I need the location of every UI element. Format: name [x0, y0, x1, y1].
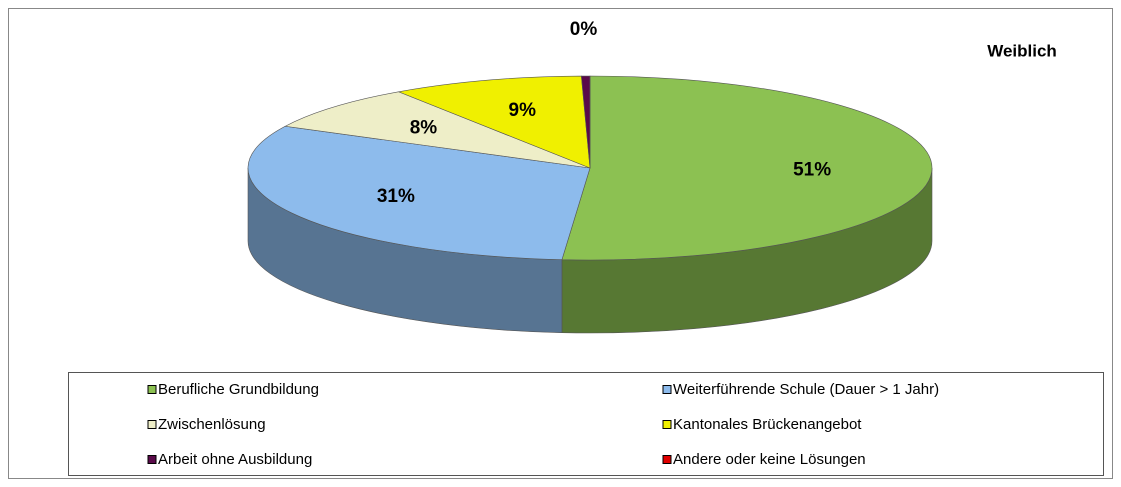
legend-label: Zwischenlösung [158, 416, 266, 433]
slice [397, 75, 591, 169]
data-label: 31% [377, 186, 415, 207]
legend-label: Kantonales Brückenangebot [673, 416, 862, 433]
legend-swatch [147, 420, 157, 429]
slice [247, 125, 591, 260]
chart-title: Weiblich [987, 41, 1057, 60]
data-label: 51% [793, 159, 831, 180]
legend-swatch [147, 385, 157, 394]
data-label: 8% [410, 117, 438, 138]
legend-label: Andere oder keine Lösungen [673, 451, 866, 468]
slice [284, 91, 591, 169]
legend-label: Arbeit ohne Ausbildung [158, 451, 312, 468]
legend-swatch [662, 385, 672, 394]
data-label: 0% [570, 19, 598, 40]
legend-label: Weiterführende Schule (Dauer > 1 Jahr) [673, 381, 939, 398]
legend-swatch [662, 420, 672, 429]
slice [561, 75, 933, 261]
legend-box [68, 372, 1104, 476]
legend-label: Berufliche Grundbildung [158, 381, 319, 398]
legend-swatch [147, 455, 157, 464]
legend-swatch [662, 455, 672, 464]
data-label: 9% [509, 100, 537, 121]
